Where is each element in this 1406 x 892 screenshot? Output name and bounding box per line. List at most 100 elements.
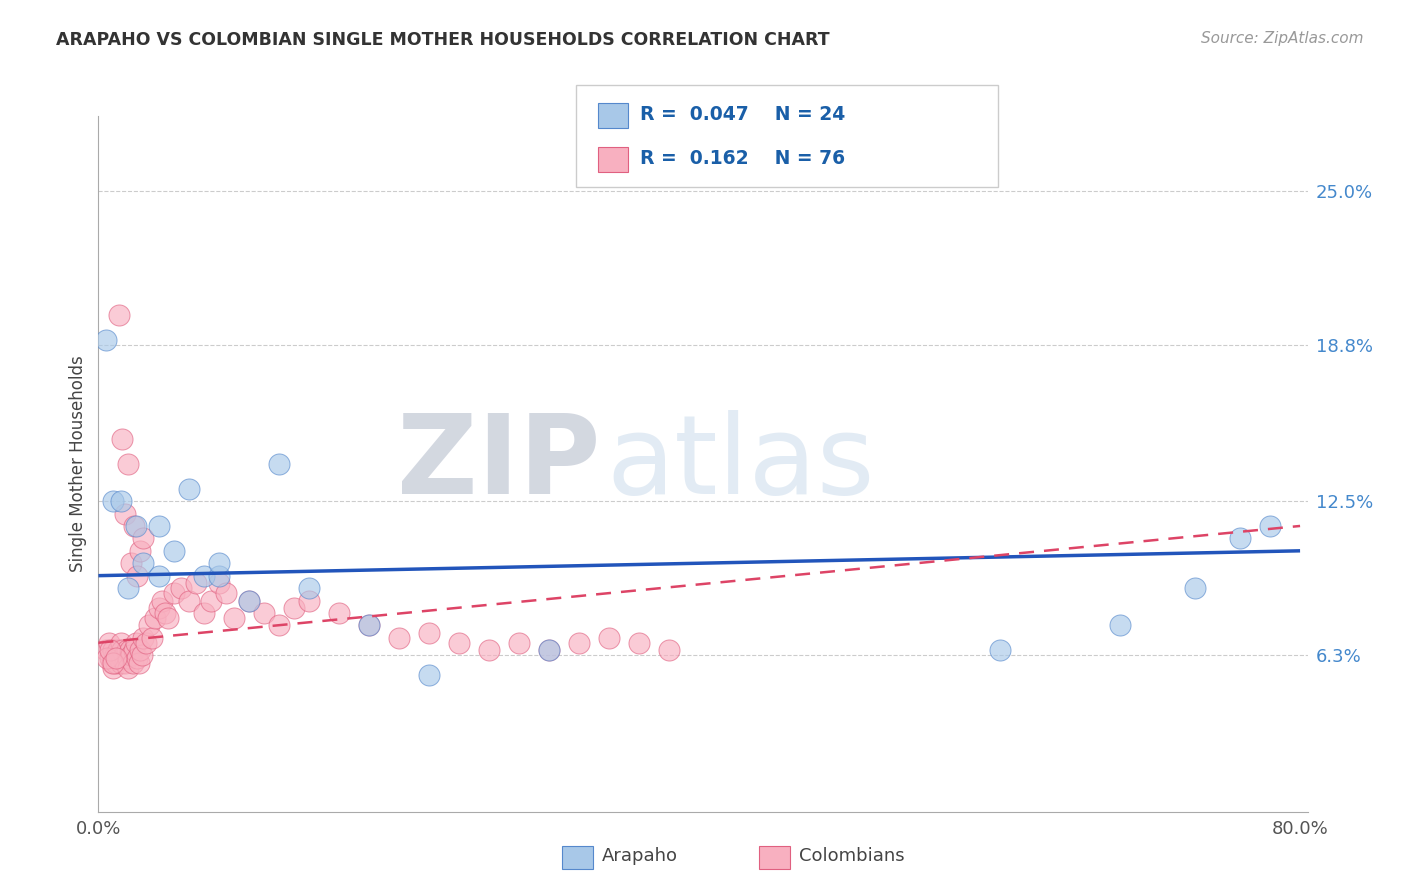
- Point: [141, 631, 163, 645]
- Point: [1258, 519, 1281, 533]
- Point: [267, 457, 290, 471]
- Point: [537, 643, 560, 657]
- Point: [127, 568, 149, 582]
- Point: [162, 544, 184, 558]
- Point: [132, 556, 155, 570]
- Point: [111, 643, 134, 657]
- Text: ZIP: ZIP: [396, 410, 600, 517]
- Point: [128, 656, 150, 670]
- Point: [117, 581, 139, 595]
- Point: [145, 611, 167, 625]
- Point: [110, 494, 132, 508]
- Point: [115, 643, 138, 657]
- Point: [177, 482, 200, 496]
- Point: [138, 618, 160, 632]
- Point: [103, 494, 125, 508]
- Point: [184, 576, 207, 591]
- Point: [108, 308, 131, 322]
- Point: [94, 333, 117, 347]
- Point: [124, 643, 146, 657]
- Point: [568, 636, 591, 650]
- Point: [100, 650, 122, 665]
- Point: [114, 507, 136, 521]
- Point: [508, 636, 530, 650]
- Point: [114, 656, 136, 670]
- Point: [267, 618, 290, 632]
- Point: [131, 648, 153, 662]
- Point: [222, 611, 245, 625]
- Point: [148, 601, 170, 615]
- Point: [988, 643, 1011, 657]
- Point: [105, 656, 128, 670]
- Point: [94, 643, 117, 657]
- Point: [253, 606, 276, 620]
- Text: atlas: atlas: [606, 410, 875, 517]
- Point: [118, 643, 141, 657]
- Point: [193, 606, 215, 620]
- Point: [105, 650, 128, 665]
- Point: [107, 643, 129, 657]
- Point: [298, 593, 321, 607]
- Point: [357, 618, 380, 632]
- Point: [125, 636, 148, 650]
- Point: [177, 593, 200, 607]
- Point: [121, 556, 143, 570]
- Point: [447, 636, 470, 650]
- Point: [117, 660, 139, 674]
- Point: [124, 519, 146, 533]
- Point: [238, 593, 260, 607]
- Point: [97, 636, 120, 650]
- Point: [112, 648, 135, 662]
- Point: [108, 650, 131, 665]
- Point: [200, 593, 222, 607]
- Point: [129, 544, 152, 558]
- Point: [103, 643, 125, 657]
- Point: [150, 593, 173, 607]
- Point: [207, 576, 229, 591]
- Text: R =  0.162    N = 76: R = 0.162 N = 76: [640, 149, 845, 169]
- Point: [283, 601, 305, 615]
- Point: [1229, 532, 1251, 546]
- Point: [193, 568, 215, 582]
- Point: [215, 586, 238, 600]
- Point: [628, 636, 651, 650]
- Point: [121, 648, 143, 662]
- Point: [238, 593, 260, 607]
- Point: [658, 643, 681, 657]
- Text: ARAPAHO VS COLOMBIAN SINGLE MOTHER HOUSEHOLDS CORRELATION CHART: ARAPAHO VS COLOMBIAN SINGLE MOTHER HOUSE…: [56, 31, 830, 49]
- Point: [357, 618, 380, 632]
- Point: [127, 650, 149, 665]
- Point: [125, 519, 148, 533]
- Point: [418, 625, 440, 640]
- Point: [418, 668, 440, 682]
- Point: [103, 660, 125, 674]
- Text: Source: ZipAtlas.com: Source: ZipAtlas.com: [1201, 31, 1364, 46]
- Point: [537, 643, 560, 657]
- Point: [132, 532, 155, 546]
- Point: [117, 457, 139, 471]
- Point: [478, 643, 501, 657]
- Point: [122, 656, 145, 670]
- Point: [135, 636, 157, 650]
- Point: [104, 648, 127, 662]
- Point: [328, 606, 350, 620]
- Point: [96, 650, 118, 665]
- Text: Colombians: Colombians: [799, 847, 904, 865]
- Point: [170, 581, 193, 595]
- Point: [153, 606, 176, 620]
- Point: [132, 631, 155, 645]
- Point: [162, 586, 184, 600]
- Point: [111, 432, 134, 446]
- Point: [298, 581, 321, 595]
- Point: [111, 650, 134, 665]
- Text: Arapaho: Arapaho: [602, 847, 678, 865]
- Point: [110, 636, 132, 650]
- Point: [117, 650, 139, 665]
- Y-axis label: Single Mother Households: Single Mother Households: [69, 356, 87, 572]
- Point: [598, 631, 620, 645]
- Point: [156, 611, 179, 625]
- Point: [388, 631, 411, 645]
- Point: [148, 568, 170, 582]
- Text: R =  0.047    N = 24: R = 0.047 N = 24: [640, 104, 845, 124]
- Point: [129, 643, 152, 657]
